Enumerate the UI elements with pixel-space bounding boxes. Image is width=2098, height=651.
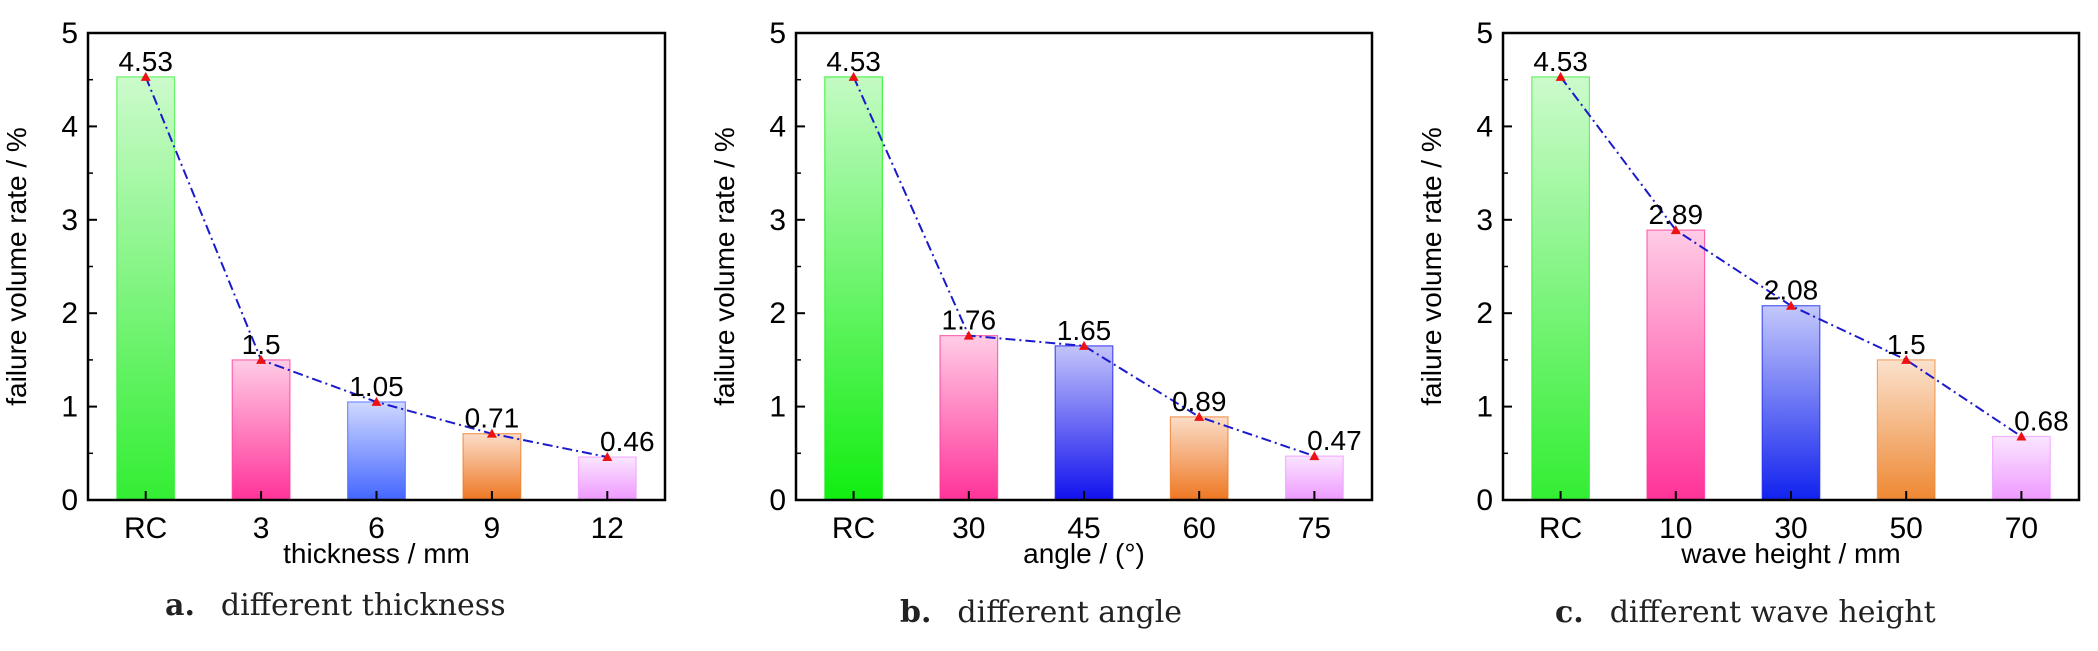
y-tick-label: 5	[61, 17, 78, 50]
bar-50	[1876, 359, 1936, 501]
y-axis-title: failure volume rate / %	[709, 127, 740, 406]
y-tick-label: 4	[1476, 110, 1493, 143]
marker-RC	[848, 71, 859, 81]
chart-panel-3: 4.53 2.89 2.08 1.5 0.68 0 1 2 3 4 5 RC 10 30 50 70 wave …	[1416, 17, 2081, 630]
data-label-75: 0.47	[1307, 425, 1362, 456]
marker-70	[2016, 431, 2027, 441]
bar-3	[231, 359, 291, 501]
marker-30	[1786, 300, 1796, 310]
trend-line	[852, 76, 1315, 458]
caption-title: different angle	[957, 595, 1182, 630]
x-axis-title: wave height / mm	[1680, 538, 1900, 569]
marker-9	[486, 428, 497, 438]
y-axis-title: failure volume rate / %	[1416, 127, 1447, 406]
x-tick-label-RC: RC	[1539, 512, 1582, 545]
y-tick-label: 2	[61, 297, 78, 330]
x-tick-label-75: 75	[1298, 512, 1331, 545]
x-tick-label-10: 10	[1659, 512, 1692, 545]
data-label-45: 1.65	[1057, 315, 1112, 346]
data-label-9: 0.71	[465, 403, 520, 434]
y-tick-label: 2	[1476, 297, 1493, 330]
panel-caption: b. different angle	[900, 595, 1182, 630]
x-tick-label-3: 3	[253, 512, 270, 545]
marker-RC	[140, 71, 151, 81]
y-tick-label: 0	[61, 484, 78, 517]
data-label-RC: 4.53	[1533, 46, 1588, 77]
x-tick-label-50: 50	[1890, 512, 1923, 545]
y-tick-label: 3	[61, 204, 78, 237]
bar-10	[1646, 229, 1706, 501]
data-label-50: 1.5	[1887, 329, 1926, 360]
caption-title: different wave height	[1610, 595, 1936, 630]
data-label-3: 1.5	[242, 329, 281, 360]
caption-letter: a.	[165, 588, 195, 623]
bar-60	[1169, 416, 1229, 501]
y-tick-label: 2	[769, 297, 786, 330]
bar-RC	[116, 76, 176, 501]
marker-75	[1309, 451, 1320, 461]
caption-title: different thickness	[221, 588, 506, 623]
marker-45	[1079, 340, 1089, 350]
y-tick-label: 3	[1476, 204, 1493, 237]
x-tick-label-6: 6	[368, 512, 385, 545]
caption-letter: c.	[1555, 595, 1584, 630]
x-tick-label-30: 30	[1774, 512, 1807, 545]
caption-letter: b.	[900, 595, 931, 630]
data-label-30: 1.76	[942, 305, 997, 336]
bar-30	[939, 335, 999, 501]
y-tick-label: 3	[769, 204, 786, 237]
x-tick-label-70: 70	[2005, 512, 2038, 545]
bar-RC	[1531, 76, 1591, 501]
bar-6	[347, 401, 406, 501]
y-tick-label: 5	[769, 17, 786, 50]
y-tick-label: 1	[1476, 391, 1493, 424]
x-tick-label-9: 9	[484, 512, 501, 545]
data-label-RC: 4.53	[826, 46, 881, 77]
x-tick-label-30: 30	[952, 512, 985, 545]
marker-50	[1901, 354, 1912, 364]
panel-caption: c. different wave height	[1555, 595, 1936, 630]
data-label-6: 1.05	[349, 371, 404, 402]
data-label-RC: 4.53	[118, 46, 173, 77]
panel-caption: a. different thickness	[165, 588, 506, 623]
data-label-30: 2.08	[1764, 275, 1819, 306]
data-label-12: 0.46	[600, 426, 655, 457]
marker-30	[963, 330, 974, 340]
bar-70	[1991, 435, 2051, 501]
x-tick-label-12: 12	[591, 512, 624, 545]
y-tick-label: 0	[769, 484, 786, 517]
x-tick-label-RC: RC	[124, 512, 167, 545]
y-tick-label: 1	[61, 391, 78, 424]
bar-45	[1054, 345, 1114, 501]
x-tick-label-RC: RC	[832, 512, 875, 545]
y-tick-label: 4	[769, 110, 786, 143]
marker-60	[1194, 411, 1205, 421]
marker-10	[1670, 225, 1681, 235]
bar-RC	[824, 76, 883, 501]
x-axis-title: thickness / mm	[283, 538, 470, 569]
data-label-10: 2.89	[1649, 199, 1704, 230]
marker-12	[602, 452, 613, 462]
marker-3	[256, 354, 267, 364]
x-tick-label-45: 45	[1067, 512, 1100, 545]
x-axis-title: angle / (°)	[1023, 538, 1145, 569]
bar-9	[462, 433, 522, 501]
marker-6	[371, 396, 382, 406]
marker-RC	[1555, 71, 1566, 81]
y-tick-label: 1	[769, 391, 786, 424]
y-tick-label: 0	[1476, 484, 1493, 517]
y-axis-title: failure volume rate / %	[1, 127, 32, 406]
y-tick-label: 4	[61, 110, 78, 143]
y-tick-label: 5	[1476, 17, 1493, 50]
bar-30	[1761, 305, 1821, 501]
data-label-70: 0.68	[2014, 405, 2069, 436]
x-tick-label-60: 60	[1183, 512, 1216, 545]
data-label-60: 0.89	[1172, 386, 1227, 417]
